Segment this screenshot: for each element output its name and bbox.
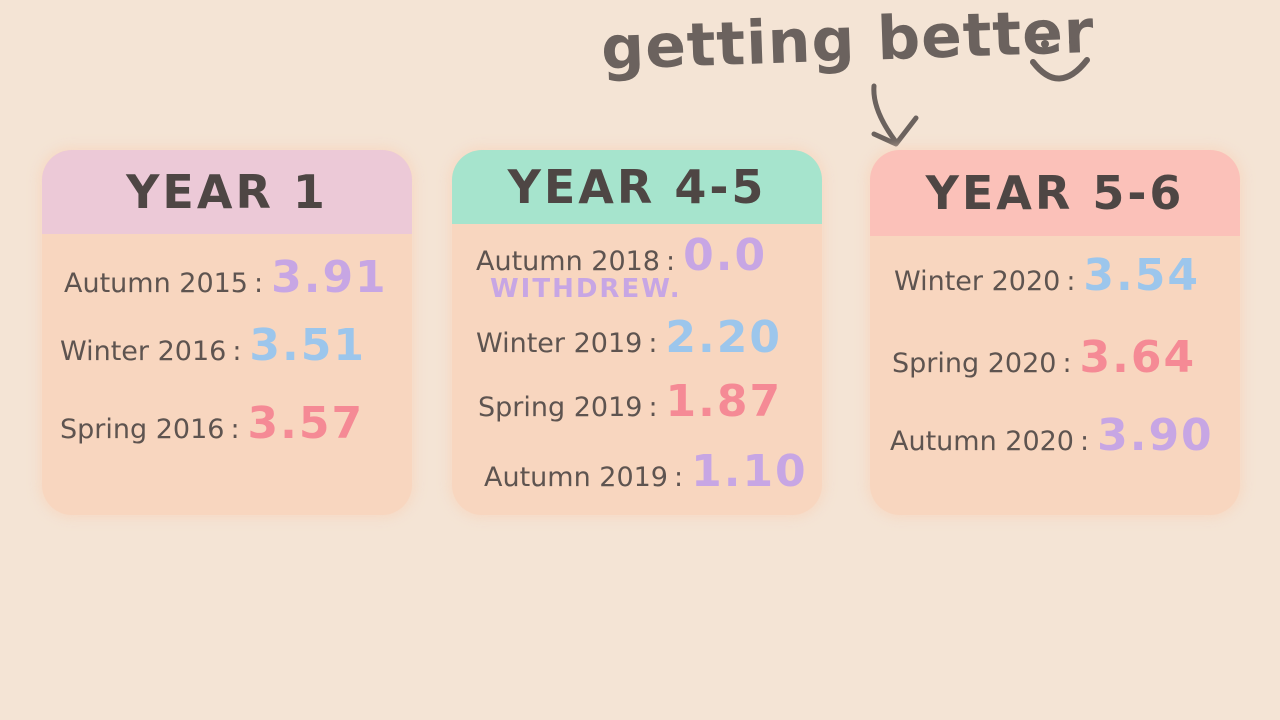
term-row: Spring 2016: 3.57 xyxy=(60,398,365,449)
term-label: Autumn 2018 xyxy=(476,246,660,277)
term-label: Spring 2016 xyxy=(60,414,225,445)
year-4-5-card: YEAR 4-5 Autumn 2018: 0.0 WITHDREW. Wint… xyxy=(452,150,822,515)
term-label: Spring 2020 xyxy=(892,348,1057,379)
card-title: YEAR 5-6 xyxy=(870,150,1240,236)
gpa-value: 1.87 xyxy=(665,376,783,427)
gpa-value: 3.64 xyxy=(1079,332,1197,383)
term-row: Spring 2019: 1.87 xyxy=(478,376,783,427)
term-row: Autumn 2019: 1.10 xyxy=(484,446,808,497)
term-row: Winter 2020: 3.54 xyxy=(894,250,1200,301)
term-row: Winter 2016: 3.51 xyxy=(60,320,366,371)
gpa-value: 3.91 xyxy=(271,252,388,303)
term-label: Winter 2016 xyxy=(60,336,227,367)
getting-better-note: getting better xyxy=(600,0,1096,84)
term-label: Autumn 2020 xyxy=(890,426,1074,457)
term-row: Winter 2019: 2.20 xyxy=(476,312,782,363)
gpa-value: 2.20 xyxy=(665,312,782,363)
year-5-6-card: YEAR 5-6 Winter 2020: 3.54 Spring 2020: … xyxy=(870,150,1240,515)
term-label: Winter 2020 xyxy=(894,266,1061,297)
term-label: Autumn 2019 xyxy=(484,462,668,493)
gpa-value: 3.54 xyxy=(1083,250,1200,301)
term-label: Spring 2019 xyxy=(478,392,643,423)
smiley-face-icon xyxy=(1030,38,1090,82)
card-title: YEAR 1 xyxy=(42,150,412,234)
term-row: Autumn 2015: 3.91 xyxy=(64,252,388,303)
term-row: Autumn 2018: 0.0 xyxy=(476,230,768,281)
gpa-value: 0.0 xyxy=(683,230,768,281)
term-label: Winter 2019 xyxy=(476,328,643,359)
year-1-card: YEAR 1 Autumn 2015: 3.91 Winter 2016: 3.… xyxy=(42,150,412,515)
term-row: Autumn 2020: 3.90 xyxy=(890,410,1214,461)
gpa-value: 3.90 xyxy=(1097,410,1214,461)
gpa-value: 3.57 xyxy=(247,398,365,449)
term-label: Autumn 2015 xyxy=(64,268,248,299)
down-arrow-icon xyxy=(871,83,919,147)
card-title: YEAR 4-5 xyxy=(452,150,822,224)
gpa-value: 3.51 xyxy=(249,320,366,371)
term-row: Spring 2020: 3.64 xyxy=(892,332,1197,383)
withdrew-remark: WITHDREW. xyxy=(490,274,682,304)
gpa-value: 1.10 xyxy=(691,446,808,497)
